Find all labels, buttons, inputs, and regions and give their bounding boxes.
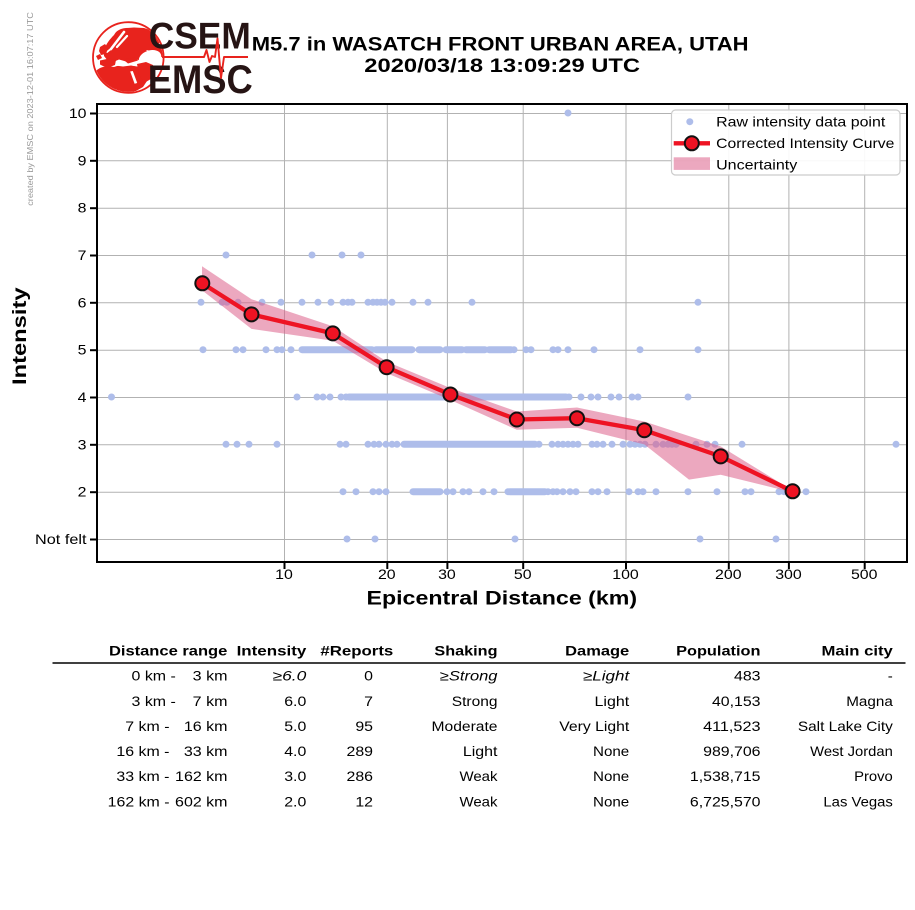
svg-text:4.0: 4.0 xyxy=(284,744,306,760)
svg-text:≥Strong: ≥Strong xyxy=(440,668,498,683)
svg-text:7 km: 7 km xyxy=(193,694,228,710)
svg-text:0: 0 xyxy=(364,668,373,684)
svg-text:-: - xyxy=(888,669,893,684)
svg-text:Strong: Strong xyxy=(452,694,498,709)
svg-text:Distance range: Distance range xyxy=(109,643,227,658)
svg-text:4: 4 xyxy=(78,390,87,406)
svg-text:289: 289 xyxy=(347,744,373,760)
svg-text:Population: Population xyxy=(676,643,760,659)
svg-text:95: 95 xyxy=(355,719,373,735)
svg-text:Very Light: Very Light xyxy=(559,720,630,735)
svg-text:Epicentral Distance (km): Epicentral Distance (km) xyxy=(366,587,637,609)
svg-text:8: 8 xyxy=(78,201,87,217)
svg-text:3 km -: 3 km - xyxy=(132,694,176,710)
svg-text:40,153: 40,153 xyxy=(712,694,761,710)
svg-text:Intensity: Intensity xyxy=(8,287,30,385)
svg-text:Weak: Weak xyxy=(459,795,498,810)
svg-text:Raw intensity data point: Raw intensity data point xyxy=(716,114,886,130)
svg-text:Magna: Magna xyxy=(846,694,894,709)
svg-text:6,725,570: 6,725,570 xyxy=(690,794,761,810)
svg-text:created by EMSC on 2023-12-01: created by EMSC on 2023-12-01 16:07:17 U… xyxy=(25,12,34,206)
svg-text:286: 286 xyxy=(347,769,373,785)
svg-text:Provo: Provo xyxy=(854,769,893,784)
svg-text:None: None xyxy=(593,795,629,810)
svg-text:2.0: 2.0 xyxy=(284,794,306,810)
svg-text:Light: Light xyxy=(463,744,499,760)
svg-text:9: 9 xyxy=(78,153,87,169)
svg-text:None: None xyxy=(593,744,629,759)
svg-text:200: 200 xyxy=(715,567,741,583)
svg-text:3: 3 xyxy=(78,437,87,453)
svg-text:5: 5 xyxy=(78,343,87,359)
svg-text:33 km: 33 km xyxy=(184,744,228,760)
svg-text:20: 20 xyxy=(378,567,396,583)
svg-text:12: 12 xyxy=(355,794,373,810)
svg-text:16 km -: 16 km - xyxy=(116,744,169,760)
svg-text:483: 483 xyxy=(734,668,760,684)
svg-text:Main city: Main city xyxy=(822,644,894,659)
svg-text:6.0: 6.0 xyxy=(284,694,306,710)
svg-text:10: 10 xyxy=(275,567,293,583)
svg-text:CSEM: CSEM xyxy=(149,14,251,56)
svg-text:Las Vegas: Las Vegas xyxy=(823,795,892,810)
svg-text:Shaking: Shaking xyxy=(434,643,497,659)
svg-text:5.0: 5.0 xyxy=(284,719,306,735)
svg-text:2020/03/18 13:09:29 UTC: 2020/03/18 13:09:29 UTC xyxy=(364,54,640,76)
svg-text:0 km -: 0 km - xyxy=(132,668,176,684)
svg-text:2: 2 xyxy=(78,485,87,501)
svg-text:989,706: 989,706 xyxy=(703,744,760,760)
svg-text:411,523: 411,523 xyxy=(703,719,760,735)
svg-text:16 km: 16 km xyxy=(184,719,228,735)
svg-text:500: 500 xyxy=(851,567,877,583)
svg-text:162 km -: 162 km - xyxy=(108,794,170,810)
svg-text:Weak: Weak xyxy=(459,769,498,784)
svg-text:3 km: 3 km xyxy=(193,668,228,684)
svg-text:M5.7 in WASATCH FRONT URBAN AR: M5.7 in WASATCH FRONT URBAN AREA, UTAH xyxy=(252,34,749,56)
svg-text:162 km: 162 km xyxy=(175,769,227,785)
svg-text:≥6.0: ≥6.0 xyxy=(273,669,307,684)
svg-text:30: 30 xyxy=(438,567,456,583)
svg-text:7 km -: 7 km - xyxy=(125,719,169,735)
svg-text:Moderate: Moderate xyxy=(432,720,498,735)
svg-text:100: 100 xyxy=(612,567,638,583)
svg-text:33 km -: 33 km - xyxy=(116,769,169,785)
svg-text:602 km: 602 km xyxy=(175,794,227,810)
svg-text:≥Light: ≥Light xyxy=(583,669,630,684)
svg-text:Light: Light xyxy=(595,694,631,710)
svg-text:50: 50 xyxy=(514,567,532,583)
svg-text:6: 6 xyxy=(78,295,87,311)
svg-text:Not felt: Not felt xyxy=(35,532,87,548)
svg-text:#Reports: #Reports xyxy=(320,644,393,659)
svg-text:Intensity: Intensity xyxy=(237,644,307,659)
svg-text:1,538,715: 1,538,715 xyxy=(690,769,761,785)
svg-text:West Jordan: West Jordan xyxy=(810,744,893,759)
svg-text:EMSC: EMSC xyxy=(148,57,253,102)
svg-text:Salt Lake City: Salt Lake City xyxy=(798,720,894,735)
svg-text:300: 300 xyxy=(775,567,801,583)
svg-text:7: 7 xyxy=(78,248,87,264)
svg-text:10: 10 xyxy=(69,106,87,122)
svg-text:7: 7 xyxy=(364,694,373,710)
svg-text:3.0: 3.0 xyxy=(284,769,306,785)
svg-text:Damage: Damage xyxy=(565,643,629,658)
svg-text:None: None xyxy=(593,770,629,785)
svg-text:Corrected Intensity Curve: Corrected Intensity Curve xyxy=(716,137,894,152)
svg-text:Uncertainty: Uncertainty xyxy=(716,157,798,173)
